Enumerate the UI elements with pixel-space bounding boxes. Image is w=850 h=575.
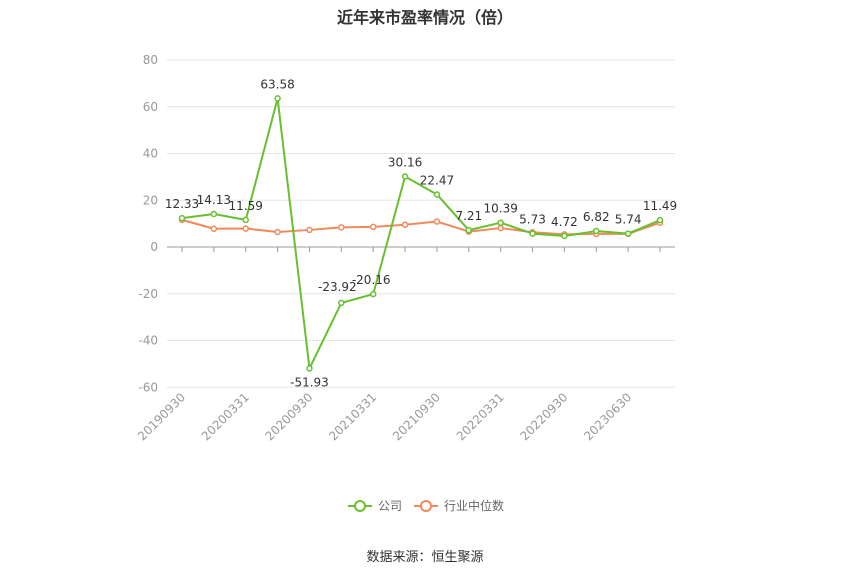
y-tick-label: -40 — [138, 334, 158, 348]
data-point — [178, 214, 186, 222]
data-label: 4.72 — [551, 215, 578, 229]
data-label: -20.16 — [352, 273, 391, 287]
x-tick-label: 20220930 — [517, 390, 570, 443]
chart-title: 近年来市盈率情况（倍） — [336, 8, 513, 27]
data-point — [593, 227, 600, 235]
data-point — [369, 290, 377, 298]
data-point — [210, 210, 218, 218]
data-point — [242, 225, 249, 232]
data-label: 5.73 — [519, 213, 546, 227]
data-label: 7.21 — [455, 209, 482, 223]
data-label: 22.47 — [420, 173, 454, 187]
y-tick-label: 60 — [143, 100, 158, 114]
data-point — [338, 299, 345, 307]
x-tick-label: 20200930 — [262, 390, 315, 443]
legend-swatch-marker — [354, 500, 366, 512]
x-tick-label: 20220331 — [454, 390, 507, 443]
data-point — [401, 221, 409, 229]
data-point — [656, 216, 664, 224]
data-point — [433, 218, 441, 225]
data-label: -51.93 — [290, 375, 329, 389]
data-point — [210, 225, 218, 233]
data-point — [401, 173, 409, 180]
series-line-company — [181, 97, 661, 370]
x-tick-label: 20190930 — [135, 390, 188, 443]
data-point — [274, 228, 281, 236]
data-label: 6.82 — [583, 210, 610, 224]
data-point — [338, 224, 345, 231]
y-tick-label: 20 — [143, 193, 158, 207]
legend-label-industry-median: 行业中位数 — [444, 498, 504, 513]
data-point — [624, 230, 632, 237]
data-label: -23.92 — [318, 280, 357, 294]
data-label: 14.13 — [197, 193, 231, 207]
legend-label-company: 公司 — [378, 499, 402, 513]
data-point — [306, 365, 313, 372]
x-tick-label: 20200331 — [199, 390, 252, 443]
data-point — [561, 232, 568, 240]
data-label: 5.74 — [615, 213, 642, 227]
data-label: 11.59 — [229, 199, 263, 213]
data-point — [497, 219, 504, 226]
y-tick-label: 80 — [143, 53, 158, 67]
data-source: 数据来源：恒生聚源 — [366, 550, 484, 565]
data-label: 63.58 — [260, 77, 294, 91]
data-label: 12.33 — [165, 197, 199, 211]
data-point — [242, 216, 249, 224]
data-point — [529, 230, 536, 237]
y-tick-label: -20 — [138, 287, 158, 301]
data-point — [433, 191, 441, 198]
data-point — [465, 226, 473, 234]
y-tick-label: -60 — [138, 380, 158, 394]
data-point — [274, 95, 281, 102]
data-point — [306, 226, 313, 234]
x-tick-label: 20210331 — [326, 390, 379, 443]
data-label: 30.16 — [388, 156, 422, 170]
x-tick-label: 20210930 — [390, 390, 443, 443]
data-point — [369, 223, 377, 231]
y-tick-label: 0 — [150, 240, 158, 254]
data-point — [497, 224, 504, 232]
y-tick-label: 40 — [143, 147, 158, 161]
x-tick-label: 20230630 — [581, 390, 634, 443]
data-label: 10.39 — [483, 202, 517, 216]
legend-swatch-marker — [420, 500, 432, 512]
data-label: 11.49 — [643, 199, 677, 213]
